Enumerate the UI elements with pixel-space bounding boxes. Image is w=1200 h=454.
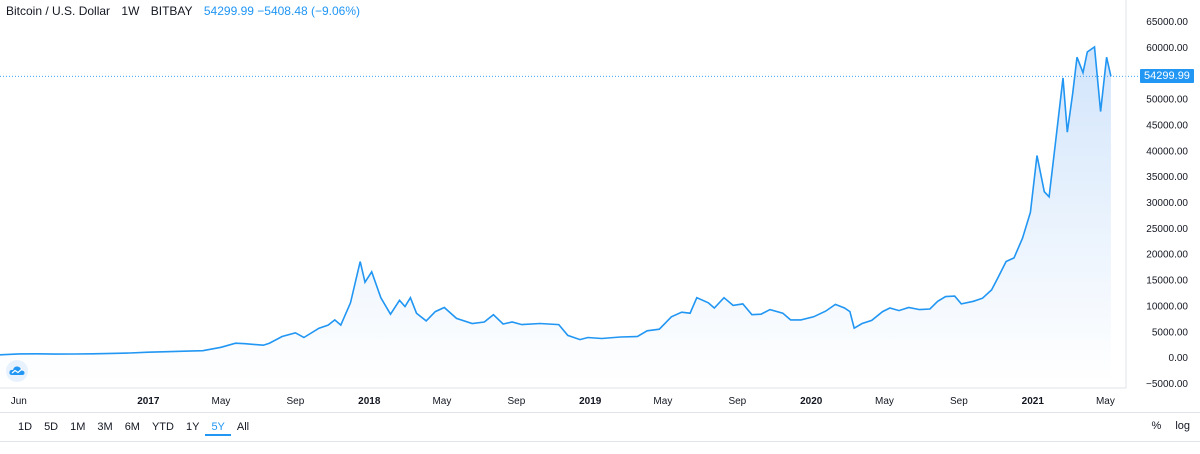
x-tick-label: May <box>875 396 894 407</box>
range-button-1y[interactable]: 1Y <box>185 421 200 433</box>
x-tick-label: 2019 <box>579 396 602 407</box>
y-tick-label: 45000.00 <box>1146 120 1188 131</box>
x-tick-label: May <box>1096 396 1115 407</box>
range-button-5y[interactable]: 5Y <box>205 420 231 436</box>
range-button-all[interactable]: All <box>236 421 250 433</box>
x-tick-label: Sep <box>950 396 968 407</box>
range-button-6m[interactable]: 6M <box>124 421 140 433</box>
range-button-5d[interactable]: 5D <box>44 421 59 433</box>
price-line <box>0 45 1112 356</box>
y-tick-label: 30000.00 <box>1146 198 1188 209</box>
price-change-value: −5408.48 (−9.06%) <box>257 4 361 18</box>
bottom-toolbar: 1D 5D 1M 3M 6M YTD 1Y 5Y All % log <box>0 412 1200 442</box>
time-range-selector: 1D 5D 1M 3M 6M YTD 1Y 5Y All <box>12 420 255 436</box>
scale-options: % log <box>1152 420 1190 432</box>
tradingview-cloud-icon[interactable] <box>6 360 28 382</box>
y-tick-label: 0.00 <box>1169 353 1189 364</box>
y-tick-label: 35000.00 <box>1146 172 1188 183</box>
range-button-3m[interactable]: 3M <box>97 421 113 433</box>
x-tick-label: 2021 <box>1022 396 1045 407</box>
chart-header: Bitcoin / U.S. Dollar 1W BITBAY 54299.99… <box>6 4 360 18</box>
x-tick-label: May <box>212 396 231 407</box>
log-scale-toggle[interactable]: log <box>1175 420 1190 432</box>
range-button-ytd[interactable]: YTD <box>151 421 174 433</box>
y-tick-label: 60000.00 <box>1146 43 1188 54</box>
y-tick-label: 40000.00 <box>1146 146 1188 157</box>
y-tick-label: 50000.00 <box>1146 95 1188 106</box>
x-tick-label: Jun <box>11 396 27 407</box>
last-price-tag: 54299.99 <box>1140 69 1194 83</box>
x-tick-label: Sep <box>507 396 525 407</box>
y-tick-label: 15000.00 <box>1146 276 1188 287</box>
x-tick-label: May <box>653 396 672 407</box>
y-tick-label: 10000.00 <box>1146 301 1188 312</box>
price-area-fill <box>0 46 1111 384</box>
y-tick-label: −5000.00 <box>1146 379 1188 390</box>
x-tick-label: 2018 <box>358 396 381 407</box>
percent-scale-toggle[interactable]: % <box>1151 420 1162 432</box>
time-axis: Jun 2017 May Sep 2018 May Sep 2019 May Sep 2020 May… <box>11 396 1115 407</box>
interval-label: 1W <box>121 4 140 18</box>
x-tick-label: 2017 <box>137 396 160 407</box>
x-tick-label: May <box>432 396 451 407</box>
y-tick-label: 25000.00 <box>1146 224 1188 235</box>
y-tick-label: 20000.00 <box>1146 250 1188 261</box>
y-tick-label: 65000.00 <box>1146 17 1188 28</box>
range-button-1m[interactable]: 1M <box>70 421 86 433</box>
last-price-value: 54299.99 <box>203 4 254 18</box>
y-tick-label: 5000.00 <box>1152 327 1189 338</box>
range-button-1d[interactable]: 1D <box>18 421 33 433</box>
exchange-label: BITBAY <box>150 4 193 18</box>
x-tick-label: Sep <box>728 396 746 407</box>
x-tick-label: Sep <box>287 396 305 407</box>
x-tick-label: 2020 <box>800 396 823 407</box>
symbol-title: Bitcoin / U.S. Dollar <box>6 4 111 18</box>
